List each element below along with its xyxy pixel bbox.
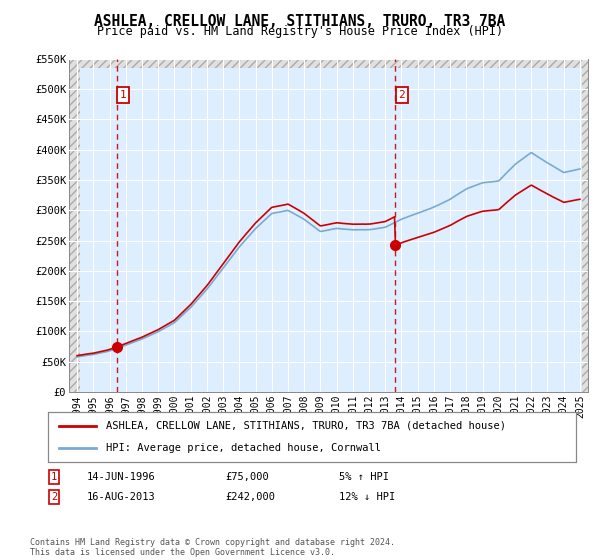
Text: 2: 2 — [51, 492, 57, 502]
Text: 12% ↓ HPI: 12% ↓ HPI — [339, 492, 395, 502]
Text: £75,000: £75,000 — [225, 472, 269, 482]
Text: HPI: Average price, detached house, Cornwall: HPI: Average price, detached house, Corn… — [106, 443, 381, 453]
Text: Price paid vs. HM Land Registry's House Price Index (HPI): Price paid vs. HM Land Registry's House … — [97, 25, 503, 38]
Text: 5% ↑ HPI: 5% ↑ HPI — [339, 472, 389, 482]
Text: £242,000: £242,000 — [225, 492, 275, 502]
Text: 16-AUG-2013: 16-AUG-2013 — [87, 492, 156, 502]
Text: 1: 1 — [120, 90, 127, 100]
Text: ASHLEA, CRELLOW LANE, STITHIANS, TRURO, TR3 7BA (detached house): ASHLEA, CRELLOW LANE, STITHIANS, TRURO, … — [106, 421, 506, 431]
Bar — [69, 59, 80, 392]
Text: ASHLEA, CRELLOW LANE, STITHIANS, TRURO, TR3 7BA: ASHLEA, CRELLOW LANE, STITHIANS, TRURO, … — [94, 14, 506, 29]
Text: 1: 1 — [51, 472, 57, 482]
Bar — [583, 59, 588, 392]
Text: 2: 2 — [398, 90, 405, 100]
Text: Contains HM Land Registry data © Crown copyright and database right 2024.
This d: Contains HM Land Registry data © Crown c… — [30, 538, 395, 557]
Bar — [69, 59, 588, 68]
Text: 14-JUN-1996: 14-JUN-1996 — [87, 472, 156, 482]
